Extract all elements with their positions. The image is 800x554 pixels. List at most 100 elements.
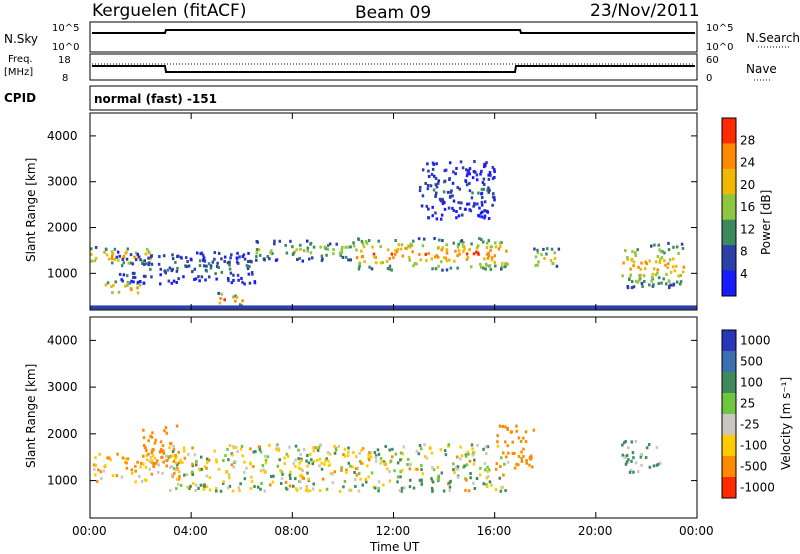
velocity-cell	[215, 489, 218, 493]
power-cell	[472, 252, 476, 256]
velocity-cell	[416, 467, 419, 471]
power-cell	[129, 261, 133, 265]
velocity-cell	[640, 463, 643, 467]
velocity-cell	[486, 469, 490, 473]
velocity-cell	[93, 467, 96, 471]
velocity-cell	[263, 470, 267, 474]
velocity-cell	[394, 452, 398, 456]
velocity-cell	[230, 463, 234, 467]
power-cell	[357, 237, 360, 241]
velocity-cell	[485, 483, 488, 487]
power-cell	[460, 239, 464, 243]
nave-tick-bottom: 0	[706, 73, 712, 84]
power-cell	[367, 239, 371, 243]
power-cell	[481, 210, 484, 214]
velocity-cell	[304, 488, 308, 492]
power-cell	[218, 301, 222, 305]
velocity-cell	[515, 424, 518, 428]
power-cell	[230, 253, 233, 257]
velocity-cell	[199, 455, 203, 459]
velocity-cell	[431, 466, 434, 470]
power-cell	[243, 282, 246, 286]
power-cell	[352, 244, 356, 248]
velocity-cell	[179, 458, 182, 462]
colorbar-tick-label: -25	[740, 418, 760, 432]
velocity-cell	[283, 461, 286, 465]
power-data	[90, 159, 697, 310]
power-cell	[488, 264, 492, 268]
nsearch-tick-bottom: 10^0	[706, 42, 733, 53]
velocity-cell	[203, 465, 207, 469]
velocity-cell	[205, 457, 209, 461]
velocity-cell	[249, 462, 252, 466]
velocity-cell	[624, 462, 628, 466]
velocity-cell	[172, 445, 175, 449]
velocity-cell	[373, 450, 377, 454]
power-cell	[349, 258, 353, 262]
velocity-cell	[379, 461, 382, 465]
power-cell	[120, 264, 124, 268]
power-cell	[432, 188, 436, 192]
power-cell	[432, 162, 436, 166]
power-cell	[672, 282, 676, 286]
power-cell	[441, 197, 444, 201]
power-cell	[448, 258, 451, 262]
velocity-cell	[388, 470, 391, 474]
power-cell	[645, 262, 649, 266]
power-cell	[390, 252, 394, 256]
colorbar-tick-label: 100	[740, 376, 763, 390]
power-cell	[482, 177, 486, 181]
velocity-cell	[301, 476, 304, 480]
power-cell	[634, 279, 638, 283]
velocity-cell	[383, 460, 386, 464]
velocity-cell	[472, 481, 475, 485]
power-cell	[127, 261, 130, 265]
power-cell	[312, 245, 316, 249]
power-cell	[466, 202, 469, 206]
power-cell	[431, 267, 434, 271]
power-cell	[434, 255, 437, 259]
velocity-cell	[288, 445, 291, 449]
power-cell	[228, 260, 231, 264]
velocity-cell	[388, 479, 392, 483]
velocity-cell	[191, 446, 194, 450]
velocity-cell	[311, 462, 315, 466]
power-cell	[193, 267, 197, 271]
power-cell	[555, 264, 559, 268]
power-cell	[258, 253, 262, 257]
velocity-cell	[531, 465, 534, 469]
power-cell	[664, 282, 668, 286]
velocity-cell	[624, 440, 627, 444]
velocity-cell	[107, 456, 111, 460]
velocity-cell	[164, 454, 168, 458]
velocity-cell	[421, 472, 425, 476]
velocity-cell	[432, 468, 436, 472]
velocity-cell	[486, 445, 490, 449]
power-cell	[631, 250, 634, 254]
power-cell	[641, 284, 644, 288]
velocity-cell	[360, 448, 363, 452]
velocity-cell	[357, 472, 361, 476]
velocity-cell	[506, 427, 509, 431]
power-cell	[424, 181, 427, 185]
power-cell	[167, 279, 171, 283]
power-cell	[457, 249, 461, 253]
velocity-cell	[494, 488, 498, 492]
velocity-cell	[331, 472, 335, 476]
velocity-cell	[222, 480, 225, 484]
power-cell	[534, 255, 538, 259]
power-cell	[489, 173, 492, 177]
velocity-cell	[516, 463, 520, 467]
velocity-cell	[513, 451, 516, 455]
velocity-cell	[471, 453, 475, 457]
power-cell	[131, 262, 135, 266]
power-cell	[184, 264, 187, 268]
power-cell	[217, 251, 221, 255]
power-cell	[299, 247, 302, 251]
velocity-yticks: 1000 2000 3000 4000	[47, 333, 697, 488]
velocity-cell	[623, 441, 626, 445]
colorbar-tick-label: 16	[740, 200, 755, 214]
power-cell	[171, 267, 174, 271]
velocity-cell	[334, 448, 338, 452]
power-cell	[667, 286, 671, 290]
